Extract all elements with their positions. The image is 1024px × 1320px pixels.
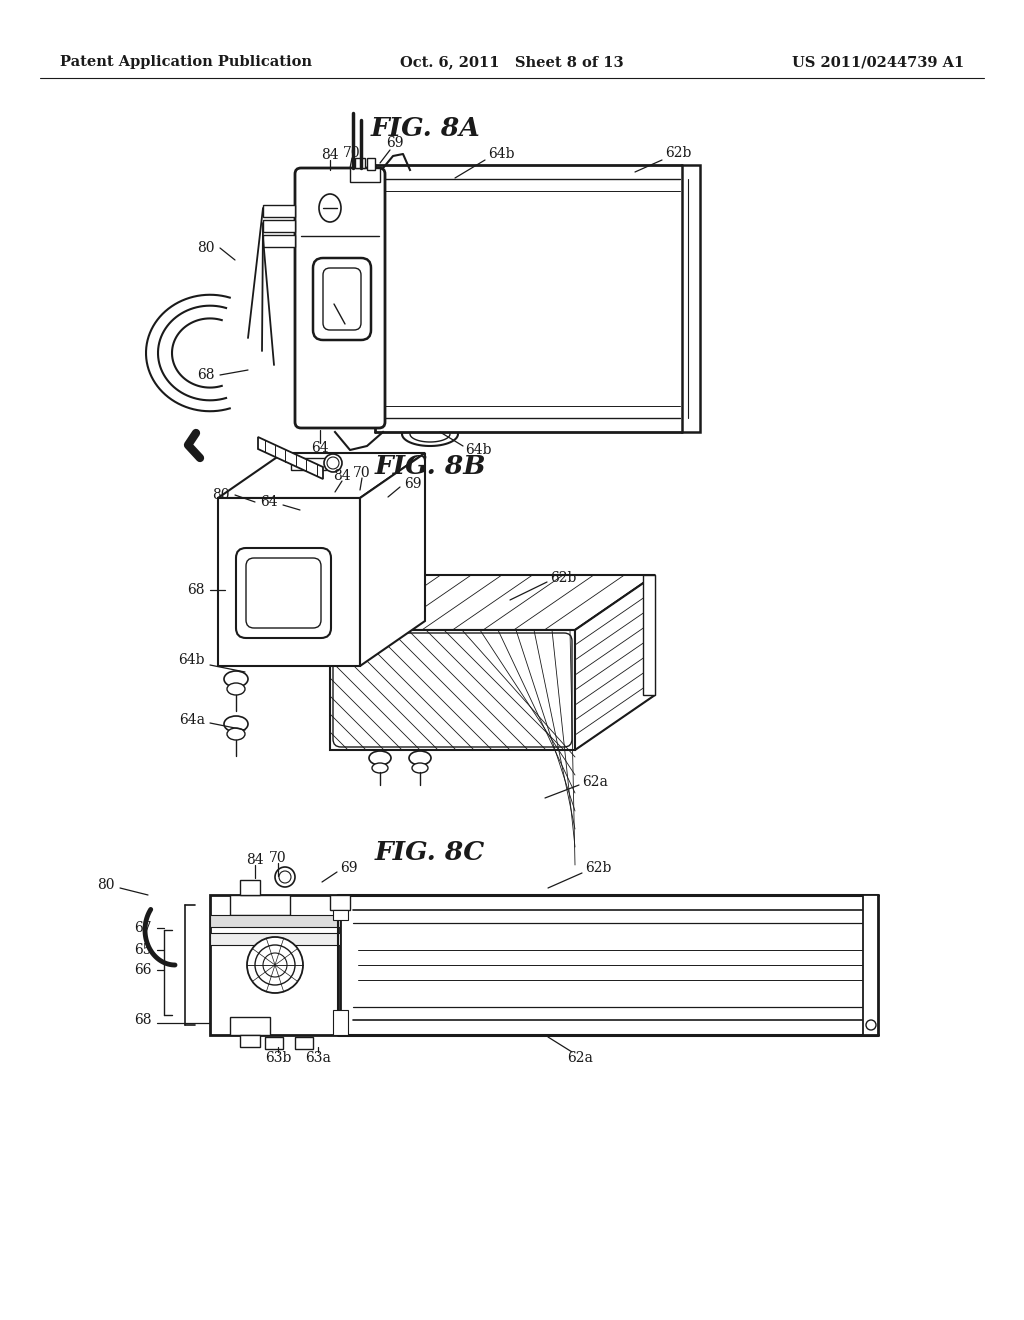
- FancyBboxPatch shape: [295, 168, 385, 428]
- Text: 64: 64: [311, 441, 329, 455]
- Circle shape: [247, 937, 303, 993]
- Bar: [367, 158, 375, 170]
- FancyBboxPatch shape: [246, 558, 321, 628]
- Text: 65: 65: [134, 942, 152, 957]
- Text: 80: 80: [198, 242, 215, 255]
- Text: 64b: 64b: [465, 444, 492, 457]
- Ellipse shape: [372, 763, 388, 774]
- Text: 64: 64: [260, 495, 278, 510]
- Bar: [333, 909, 348, 920]
- Bar: [210, 915, 340, 927]
- Text: 68: 68: [198, 368, 215, 381]
- Text: 84: 84: [333, 469, 351, 483]
- Text: 70: 70: [269, 851, 287, 865]
- FancyBboxPatch shape: [236, 548, 331, 638]
- Bar: [291, 458, 326, 470]
- Text: 67: 67: [134, 921, 152, 935]
- Text: 84: 84: [322, 148, 339, 162]
- Text: 62b: 62b: [550, 572, 577, 585]
- Polygon shape: [218, 453, 425, 498]
- Circle shape: [263, 953, 287, 977]
- Text: FIG. 8C: FIG. 8C: [375, 841, 485, 866]
- Text: FIG. 8B: FIG. 8B: [374, 454, 485, 479]
- Text: Oct. 6, 2011   Sheet 8 of 13: Oct. 6, 2011 Sheet 8 of 13: [400, 55, 624, 69]
- Bar: [863, 895, 878, 1035]
- Bar: [240, 1035, 260, 1047]
- Text: US 2011/0244739 A1: US 2011/0244739 A1: [792, 55, 964, 69]
- Text: 70: 70: [353, 466, 371, 480]
- Circle shape: [255, 945, 295, 985]
- Ellipse shape: [224, 671, 248, 686]
- FancyBboxPatch shape: [323, 268, 361, 330]
- Circle shape: [327, 457, 339, 469]
- Bar: [265, 1038, 283, 1049]
- Ellipse shape: [224, 715, 248, 733]
- Text: 62b: 62b: [665, 147, 691, 160]
- Text: 68: 68: [187, 583, 205, 597]
- Text: 64b: 64b: [488, 147, 514, 161]
- Ellipse shape: [412, 763, 428, 774]
- Text: 62a: 62a: [567, 1051, 593, 1065]
- Bar: [263, 235, 295, 247]
- Polygon shape: [575, 576, 655, 750]
- Bar: [230, 895, 290, 915]
- Text: 68: 68: [134, 1012, 152, 1027]
- Polygon shape: [218, 498, 360, 667]
- Ellipse shape: [227, 682, 245, 696]
- Bar: [210, 895, 340, 1035]
- Bar: [230, 1016, 270, 1035]
- Circle shape: [324, 454, 342, 473]
- Bar: [263, 220, 295, 232]
- Text: 62b: 62b: [585, 861, 611, 875]
- Text: 64b: 64b: [178, 653, 205, 667]
- Ellipse shape: [409, 751, 431, 766]
- Bar: [210, 933, 340, 945]
- Text: FIG. 8A: FIG. 8A: [370, 116, 480, 140]
- Bar: [355, 158, 365, 168]
- Bar: [240, 880, 260, 895]
- Text: 70: 70: [343, 147, 360, 160]
- Text: 69: 69: [386, 136, 403, 150]
- Polygon shape: [330, 630, 575, 750]
- Bar: [643, 576, 655, 696]
- FancyBboxPatch shape: [313, 257, 371, 341]
- Text: 63b: 63b: [265, 1051, 291, 1065]
- Bar: [682, 165, 700, 432]
- Text: 64a: 64a: [179, 713, 205, 727]
- Text: 80: 80: [213, 488, 230, 502]
- Polygon shape: [330, 576, 655, 630]
- Text: 80: 80: [97, 878, 115, 892]
- Text: Patent Application Publication: Patent Application Publication: [60, 55, 312, 69]
- Polygon shape: [360, 453, 425, 667]
- Bar: [263, 205, 295, 216]
- Text: 62a: 62a: [582, 775, 608, 789]
- Circle shape: [279, 871, 291, 883]
- Bar: [330, 895, 350, 909]
- Ellipse shape: [227, 729, 245, 741]
- Text: 66: 66: [134, 964, 152, 977]
- Text: 84: 84: [246, 853, 264, 867]
- Ellipse shape: [319, 194, 341, 222]
- Polygon shape: [258, 437, 323, 479]
- Bar: [350, 168, 380, 182]
- Text: 69: 69: [340, 861, 357, 875]
- Circle shape: [866, 1020, 876, 1030]
- Bar: [295, 1038, 313, 1049]
- Ellipse shape: [369, 751, 391, 766]
- Circle shape: [275, 867, 295, 887]
- Text: 63a: 63a: [305, 1051, 331, 1065]
- Text: 69: 69: [404, 477, 422, 491]
- Bar: [333, 1010, 348, 1035]
